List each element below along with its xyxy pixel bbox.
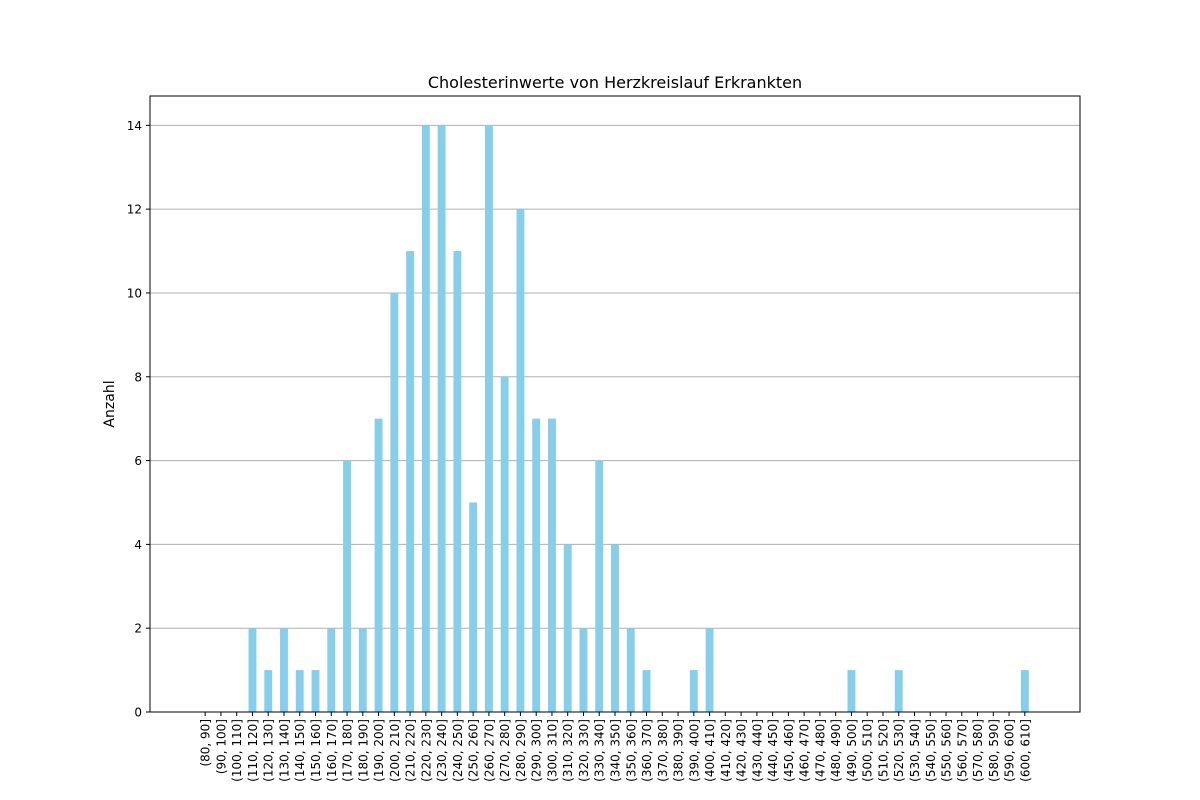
y-tick-label: 10 [127,286,142,300]
bar [705,628,714,712]
y-tick-label: 6 [134,454,142,468]
x-tick-label: (330, 340] [593,719,607,782]
x-tick-label: (440, 450] [766,719,780,782]
x-tick-label: (340, 350] [609,719,623,782]
x-tick-label: (300, 310] [545,719,559,782]
y-axis-label: Anzahl [102,380,118,427]
x-tick-label: (210, 220] [404,719,418,782]
x-tick-label: (460, 470] [798,719,812,782]
bar [626,628,635,712]
x-tick-label: (140, 150] [293,719,307,782]
x-tick-label: (320, 330] [577,719,591,782]
x-tick-label: (310, 320] [561,719,575,782]
bar [563,544,572,712]
chart-title: Cholesterinwerte von Herzkreislauf Erkra… [428,73,802,92]
x-tick-label: (270, 280] [498,719,512,782]
x-tick-label: (410, 420] [719,719,733,782]
x-tick-label: (490, 500] [845,719,859,782]
bar [548,418,556,712]
x-tick-label: (390, 400] [687,719,701,782]
x-tick-label: (510, 520] [876,719,890,782]
x-tick-label: (580, 590] [987,719,1001,782]
x-tick-label: (470, 480] [813,719,827,782]
x-tick-label: (570, 580] [971,719,985,782]
x-tick-label: (480, 490] [829,719,843,782]
x-tick-label: (260, 270] [482,719,496,782]
bar [264,670,273,712]
x-tick-label: (230, 240] [435,719,449,782]
bar [437,125,446,713]
x-tick-label: (540, 550] [924,719,938,782]
bar [1020,670,1029,712]
x-tick-label: (530, 540] [908,719,922,782]
x-ticks: (80, 90] (90, 100] (100, 110] (110, 120] (12… [199,712,1032,782]
x-tick-label: (430, 440] [750,719,764,782]
y-tick-label: 14 [127,119,142,133]
x-tick-label: (590, 600] [1003,719,1017,782]
y-tick-label: 4 [134,538,142,552]
bar [642,670,651,712]
bar [484,125,493,713]
bar [453,251,462,713]
bar [390,292,399,712]
x-tick-label: (400, 410] [703,719,717,782]
y-tick-label: 12 [127,203,142,217]
bar [311,670,320,712]
y-ticks: 0 2 4 6 8 10 12 14 [127,119,150,720]
bar [894,670,903,712]
bar [595,460,604,712]
x-tick-label: (370, 380] [656,719,670,782]
x-tick-label: (500, 510] [861,719,875,782]
x-tick-label: (160, 170] [325,719,339,782]
x-tick-label: (550, 560] [940,719,954,782]
bars [248,125,1029,713]
y-tick-label: 0 [134,706,142,720]
x-tick-label: (110, 120] [246,719,260,782]
x-tick-label: (290, 300] [530,719,544,782]
bar [847,670,856,712]
bar [343,460,351,712]
x-tick-label: (450, 460] [782,719,796,782]
x-tick-label: (190, 200] [372,719,386,782]
x-tick-label: (180, 190] [356,719,370,782]
bar [611,544,619,712]
bar [532,418,541,712]
x-tick-label: (360, 370] [640,719,654,782]
x-tick-label: (240, 250] [451,719,465,782]
bar [295,670,304,712]
bar [421,125,430,713]
x-tick-label: (100, 110] [230,719,244,782]
x-tick-label: (220, 230] [419,719,433,782]
x-tick-label: (130, 140] [277,719,291,782]
bar [689,670,698,712]
bar [516,209,525,712]
x-tick-label: (380, 390] [672,719,686,782]
bar [327,628,336,712]
x-tick-label: (170, 180] [341,719,355,782]
bar [406,251,415,713]
y-tick-label: 8 [134,370,142,384]
bar [374,418,383,712]
bar [248,628,257,712]
x-tick-label: (250, 260] [467,719,481,782]
x-tick-label: (120, 130] [262,719,276,782]
bar [579,628,588,712]
y-tick-label: 2 [134,622,142,636]
x-tick-label: (280, 290] [514,719,528,782]
bar [358,628,367,712]
x-tick-label: (350, 360] [624,719,638,782]
x-tick-label: (150, 160] [309,719,323,782]
x-tick-label: (420, 430] [735,719,749,782]
bar [469,502,478,712]
x-tick-label: (200, 210] [388,719,402,782]
x-tick-label: (600, 610] [1018,719,1032,782]
x-tick-label: (90, 100] [214,719,228,774]
x-tick-label: (80, 90] [199,719,213,767]
x-tick-label: (560, 570] [955,719,969,782]
bar [280,628,288,712]
x-tick-label: (520, 530] [892,719,906,782]
bar [500,376,509,712]
